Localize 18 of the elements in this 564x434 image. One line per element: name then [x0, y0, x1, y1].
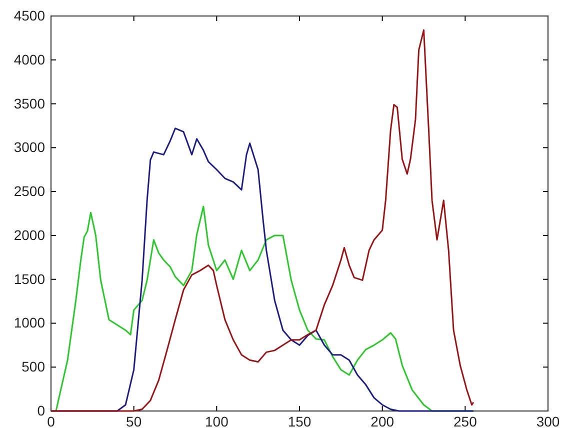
line-series — [50, 29, 474, 412]
x-tick-label: 300 — [536, 414, 560, 430]
y-tick-label: 3500 — [14, 95, 46, 112]
y-tick-label: 1000 — [14, 314, 46, 331]
y-tick-label: 500 — [22, 358, 46, 375]
x-tick-label: 150 — [288, 414, 312, 430]
y-tick-label: 4000 — [14, 51, 46, 68]
y-tick-label: 0 — [37, 402, 46, 418]
x-tick-label: 0 — [47, 414, 56, 430]
x-tick-label: 250 — [453, 414, 478, 430]
y-tick-label: 3000 — [14, 139, 46, 156]
x-tick-label: 50 — [126, 414, 142, 430]
y-tick-label: 1500 — [14, 270, 46, 287]
y-tick-label: 2500 — [14, 183, 46, 200]
x-tick-label: 200 — [370, 414, 394, 430]
x-tick-label: 100 — [204, 414, 229, 430]
y-tick-label: 2000 — [14, 226, 46, 243]
y-tick-label: 4500 — [14, 7, 46, 24]
